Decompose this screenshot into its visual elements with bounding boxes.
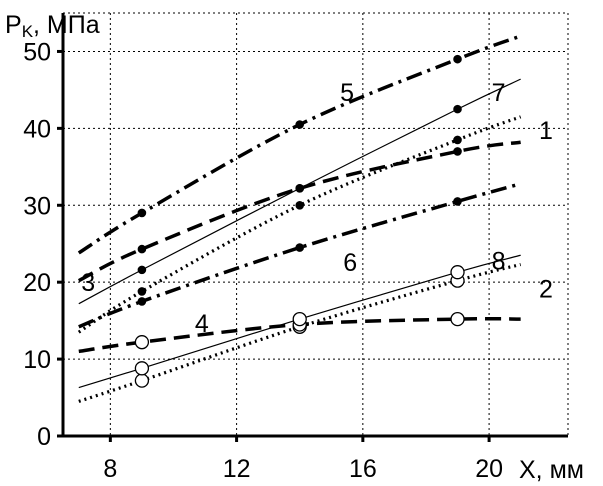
- series-layer: [77, 34, 522, 403]
- x-tick-label: 16: [349, 455, 377, 483]
- y-axis-label: PK, МПа: [5, 11, 100, 41]
- series-4-point: [134, 335, 150, 350]
- series-1-point: [453, 135, 462, 145]
- y-tick-label: 0: [37, 423, 51, 451]
- series-5-point: [453, 54, 462, 64]
- series-8-point: [450, 265, 465, 280]
- grid: [63, 12, 569, 436]
- y-tick-label: 50: [23, 38, 51, 66]
- series-5: [77, 34, 522, 255]
- series-6-point: [453, 147, 462, 156]
- y-tick-label: 10: [23, 346, 51, 374]
- series-5-point: [295, 120, 305, 129]
- y-axis-label-rest: , МПа: [33, 11, 100, 39]
- x-tick-label: 8: [103, 455, 117, 483]
- curve-label-2: 2: [539, 275, 553, 303]
- series-1: [77, 115, 522, 334]
- series-6-point: [137, 244, 147, 254]
- axes: [61, 13, 568, 438]
- curve-label-1: 1: [539, 117, 553, 145]
- series-3-point: [453, 197, 462, 206]
- series-6-line: [77, 140, 521, 283]
- series-3: [78, 182, 522, 329]
- curve-label-3: 3: [81, 269, 95, 297]
- curve-label-4: 4: [195, 310, 209, 338]
- series-8-point: [134, 361, 150, 376]
- ticks: 0 10 20 30 40 50 8 12 16 20: [23, 38, 503, 483]
- series-1-line: [77, 115, 522, 334]
- series-1-point: [137, 287, 147, 296]
- series-1-point: [295, 200, 305, 210]
- curve-label-5: 5: [340, 79, 354, 107]
- series-2: [78, 262, 522, 403]
- series-5-point: [137, 208, 147, 218]
- series-7-point: [137, 265, 147, 275]
- y-axis-label-main: P: [5, 11, 22, 39]
- series-7: [78, 78, 521, 305]
- series-3-point: [137, 297, 147, 306]
- curve-label-6: 6: [343, 249, 357, 277]
- y-tick-label: 20: [23, 269, 51, 297]
- series-2-point: [134, 373, 150, 388]
- series-labels: 1 2 3 4 5 6 7 8: [81, 79, 553, 338]
- series-3-line: [78, 182, 522, 329]
- curve-label-7: 7: [492, 79, 506, 107]
- x-axis-label: X, мм: [519, 456, 584, 484]
- series-7-point: [295, 184, 305, 193]
- curve-label-8: 8: [492, 248, 506, 276]
- y-axis-label-sub: K: [22, 22, 34, 41]
- y-tick-label: 40: [23, 115, 51, 143]
- series-7-point: [453, 104, 462, 114]
- x-tick-label: 20: [475, 455, 503, 483]
- x-tick-label: 12: [223, 455, 251, 483]
- series-8-point: [292, 311, 307, 327]
- series-3-point: [295, 243, 305, 252]
- y-tick-label: 30: [23, 192, 51, 220]
- series-8: [78, 254, 521, 389]
- series-4-point: [450, 311, 465, 327]
- series-5-line: [77, 34, 522, 255]
